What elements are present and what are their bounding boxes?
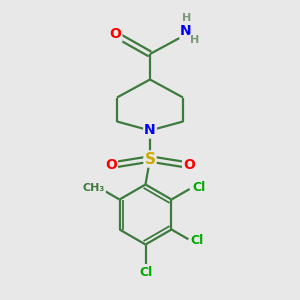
Text: N: N — [180, 24, 192, 38]
Text: Cl: Cl — [139, 266, 152, 279]
Text: N: N — [144, 124, 156, 137]
Text: O: O — [105, 158, 117, 172]
Text: H: H — [190, 35, 200, 45]
Text: H: H — [182, 13, 191, 23]
Text: O: O — [110, 28, 122, 41]
Text: Cl: Cl — [192, 181, 205, 194]
Text: O: O — [183, 158, 195, 172]
Text: S: S — [145, 152, 155, 166]
Text: CH₃: CH₃ — [83, 183, 105, 193]
Text: Cl: Cl — [191, 234, 204, 247]
